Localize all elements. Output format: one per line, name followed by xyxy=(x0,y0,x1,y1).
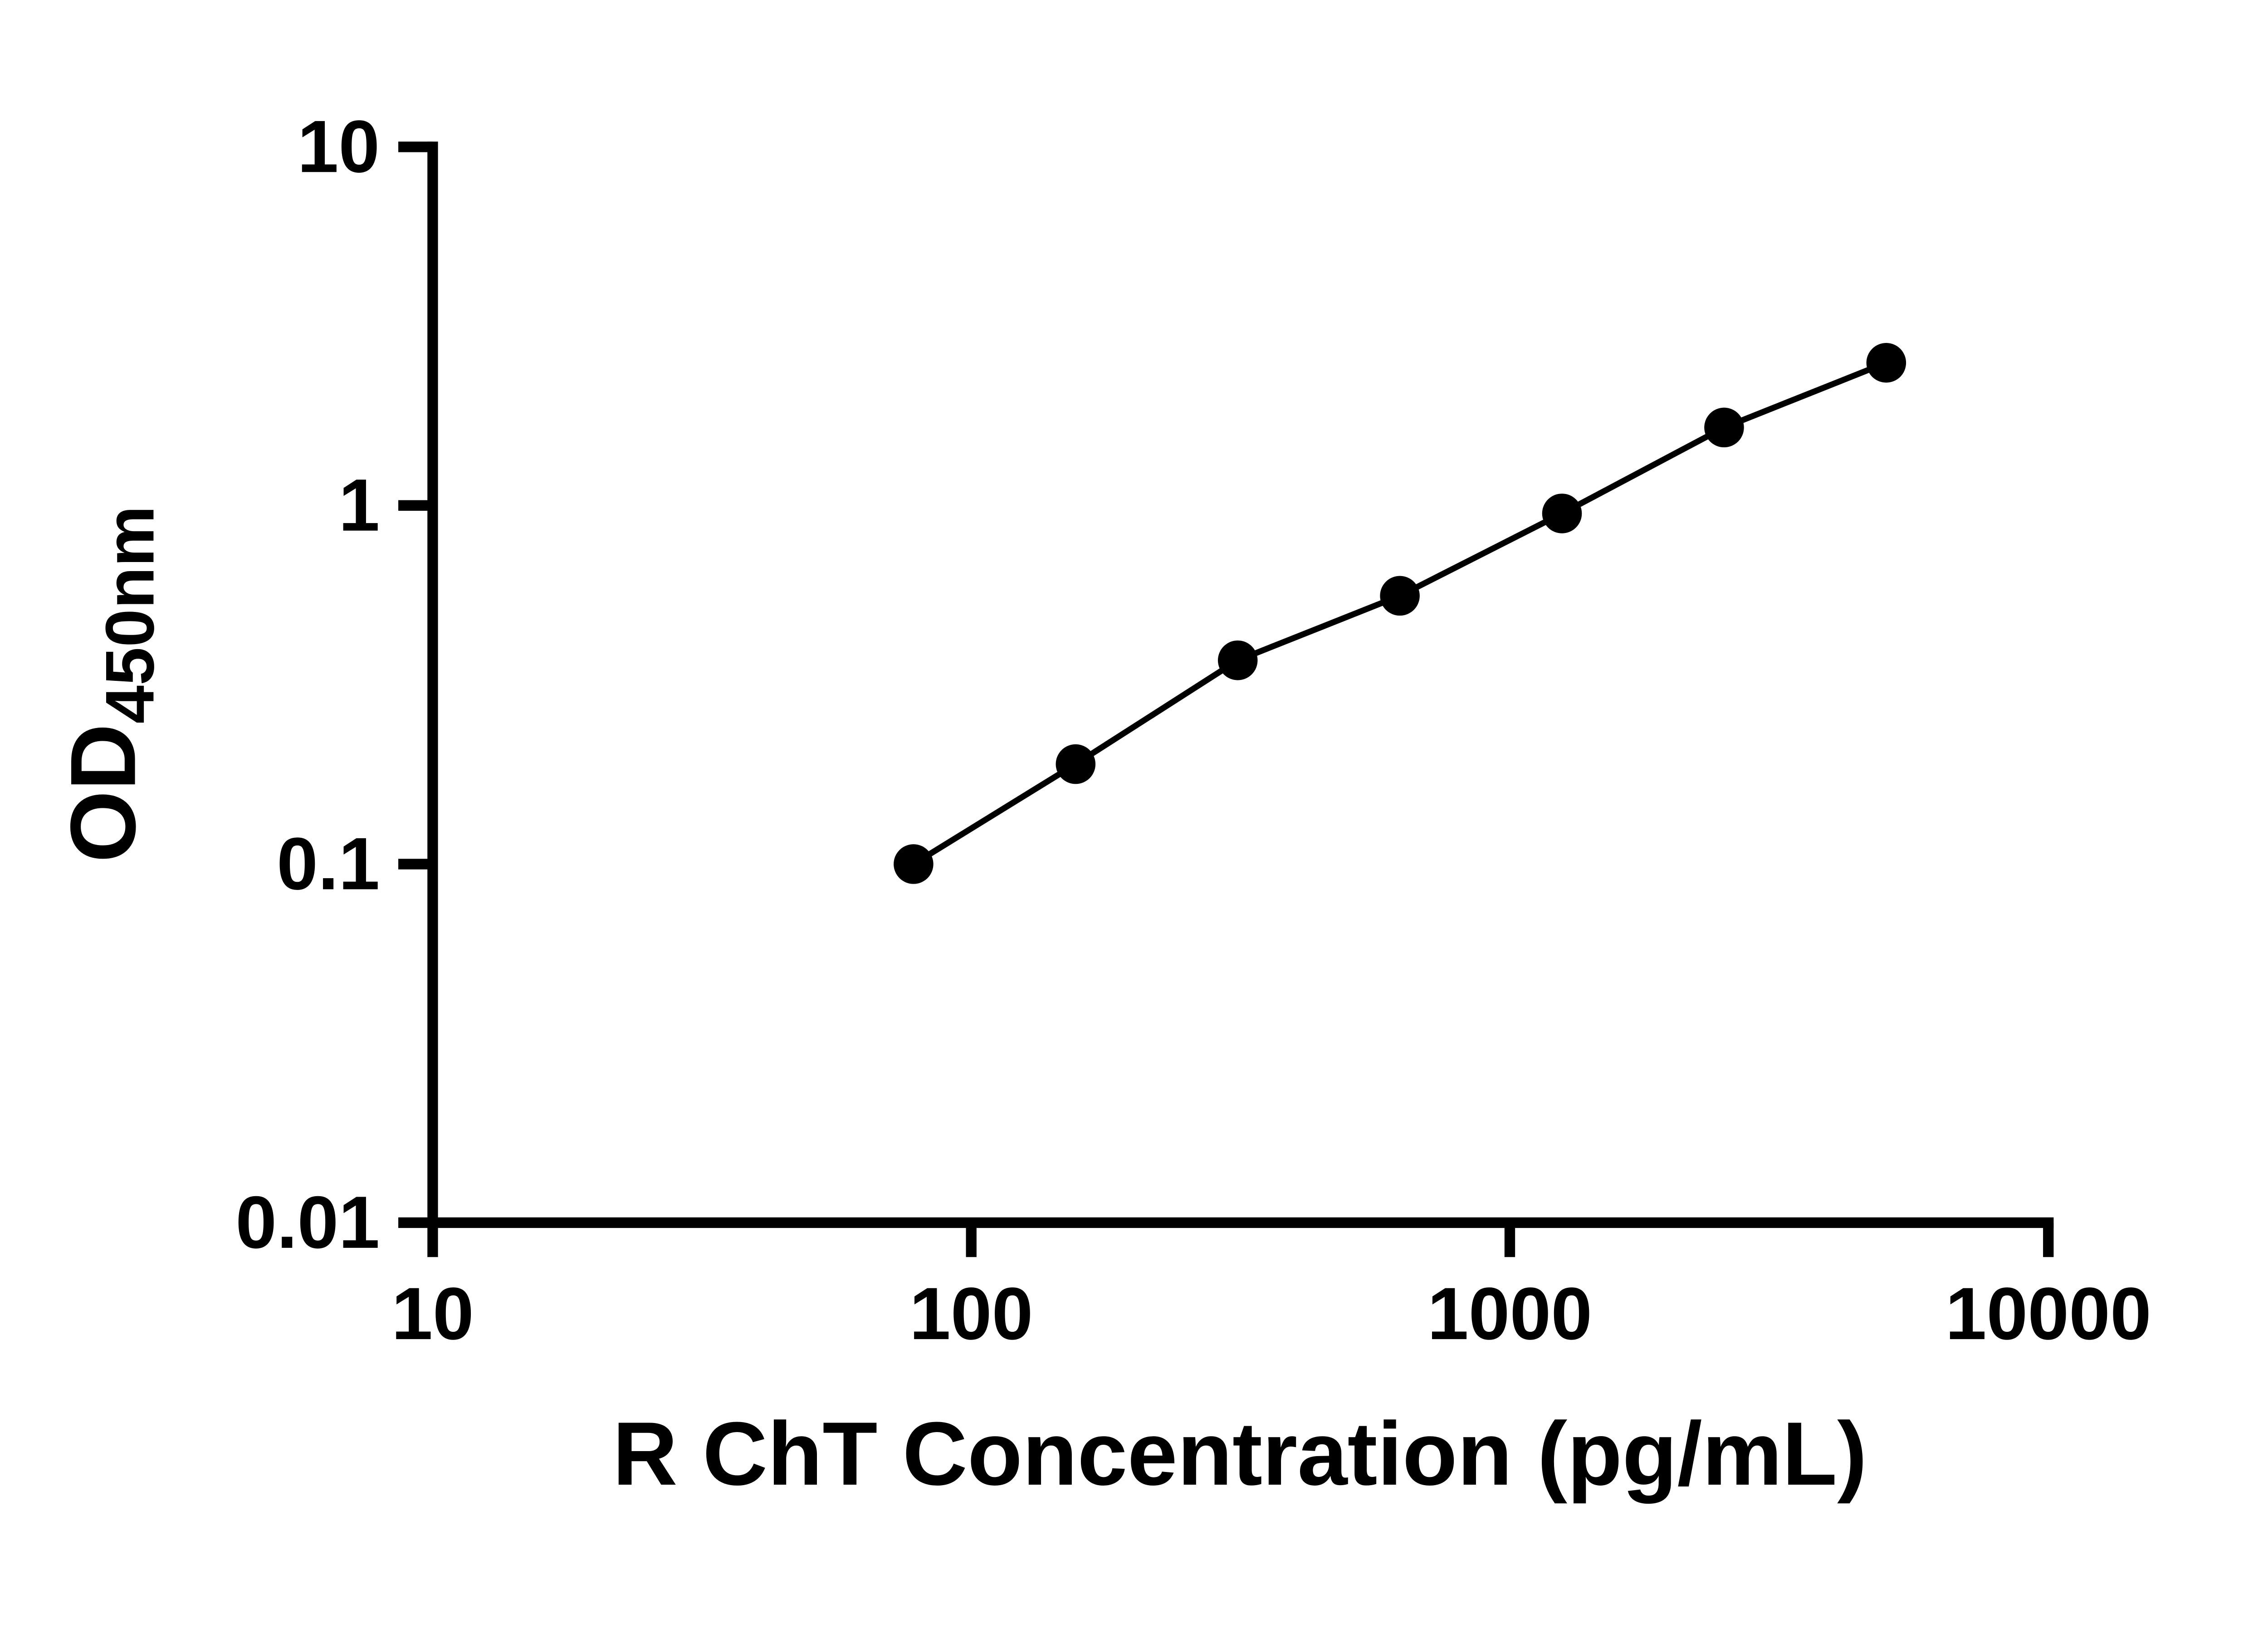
y-axis-label: OD450nm xyxy=(52,506,169,863)
axes-layer xyxy=(427,142,2054,1228)
data-point xyxy=(1866,343,1906,383)
x-tick-label: 1000 xyxy=(1427,1272,1592,1355)
x-tick-label: 10000 xyxy=(1945,1272,2151,1355)
y-axis-label-subscript: 450nm xyxy=(92,506,168,724)
chart-svg: 10 100 1000 10000 0.01 0.1 1 10 R ChT Concentra… xyxy=(51,105,2151,1505)
y-tick-label: 0.1 xyxy=(277,822,380,905)
x-tick-label: 100 xyxy=(909,1272,1033,1355)
data-point xyxy=(1380,576,1420,616)
elisa-standard-curve-chart: 10 100 1000 10000 0.01 0.1 1 10 R ChT Concentra… xyxy=(51,105,2151,1505)
data-point xyxy=(1217,640,1258,680)
y-tick-label: 1 xyxy=(338,464,380,547)
x-tick-label: 10 xyxy=(391,1272,474,1355)
axis-spine xyxy=(427,142,2054,1228)
data-point xyxy=(1056,744,1096,784)
data-point xyxy=(894,844,934,884)
data-point xyxy=(1704,407,1744,448)
data-point xyxy=(1542,494,1582,533)
x-axis-label: R ChT Concentration (pg/mL) xyxy=(613,1403,1867,1504)
y-tick-label: 10 xyxy=(298,105,380,188)
y-tick-label: 0.01 xyxy=(235,1181,380,1264)
series-layer xyxy=(894,343,1906,884)
y-axis-label-main: OD xyxy=(52,724,155,862)
tick-layer: 10 100 1000 10000 0.01 0.1 1 10 xyxy=(235,105,2151,1355)
